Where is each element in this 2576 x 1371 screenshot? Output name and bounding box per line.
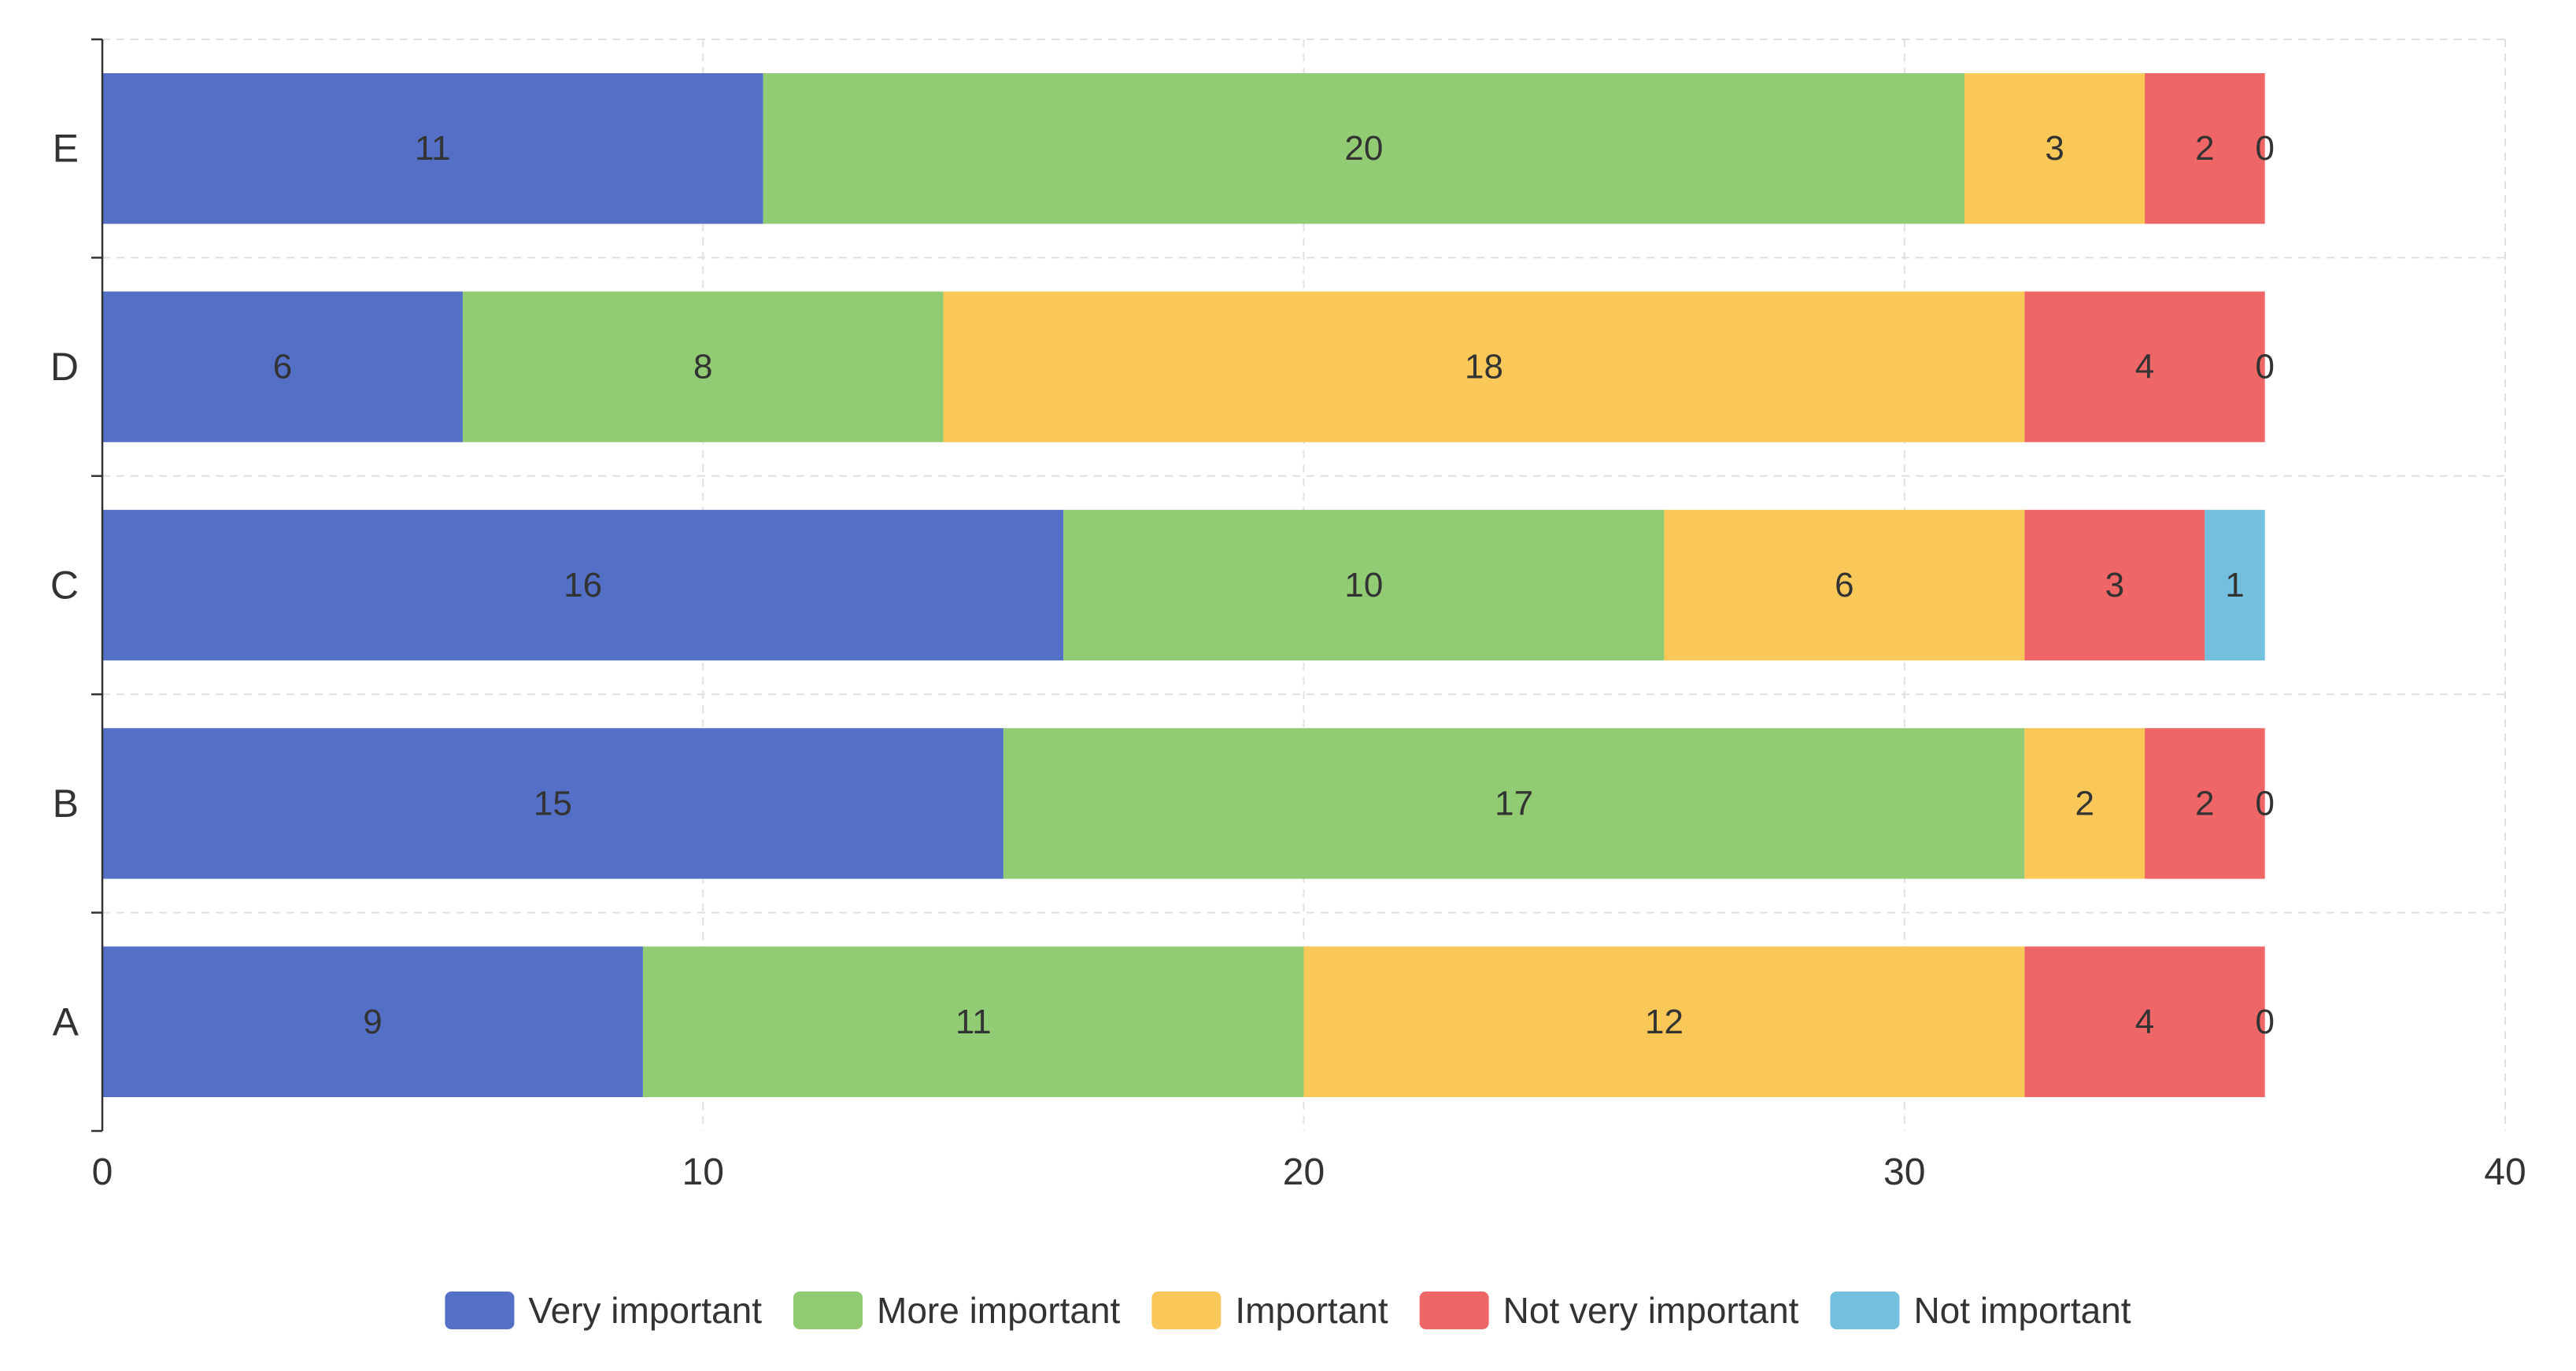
- y-tick-label: C: [50, 564, 79, 608]
- data-label: 6: [273, 348, 292, 386]
- legend-label: Important: [1235, 1290, 1388, 1331]
- data-label: 2: [2195, 129, 2214, 168]
- data-label: 2: [2075, 784, 2094, 822]
- data-labels: 9 11 12 4 015 17 2 2 016 10 6 3 16 8 18 4 011 20 3 2 0: [273, 129, 2275, 1041]
- bar-segment[interactable]: [102, 728, 1003, 879]
- bar-segment[interactable]: [2024, 946, 2265, 1098]
- y-tick-label: D: [50, 345, 79, 389]
- data-label: 10: [1344, 566, 1383, 604]
- data-label: 1: [2225, 566, 2244, 604]
- bar-segment[interactable]: [102, 509, 1064, 661]
- data-label: 2: [2195, 784, 2214, 822]
- bar-segment[interactable]: [2205, 509, 2265, 661]
- y-tick-label: B: [53, 782, 79, 826]
- legend-item[interactable]: Not very important: [1419, 1290, 1799, 1331]
- data-label: 9: [363, 1003, 382, 1041]
- data-label: 8: [693, 348, 712, 386]
- data-label: 0: [2255, 348, 2274, 386]
- bar-segment[interactable]: [642, 946, 1304, 1098]
- y-tick-label: E: [53, 127, 79, 171]
- bars: [102, 72, 2265, 1098]
- bar-segment[interactable]: [102, 291, 463, 442]
- bar-segment[interactable]: [462, 291, 944, 442]
- data-label: 15: [534, 784, 572, 822]
- legend-item[interactable]: Very important: [445, 1290, 762, 1331]
- bar-segment[interactable]: [102, 946, 643, 1098]
- data-label: 11: [415, 129, 451, 168]
- legend-swatch: [1830, 1292, 1900, 1329]
- data-label: 4: [2135, 1003, 2154, 1041]
- data-label: 16: [564, 566, 602, 604]
- legend-label: More important: [877, 1290, 1121, 1331]
- x-tick-label: 20: [1283, 1151, 1325, 1193]
- x-tick-label: 0: [92, 1151, 113, 1193]
- legend-swatch: [793, 1292, 863, 1329]
- data-label: 0: [2255, 784, 2274, 822]
- legend-swatch: [445, 1292, 515, 1329]
- bar-segment[interactable]: [1964, 72, 2145, 224]
- bar-segment[interactable]: [102, 72, 763, 224]
- bar-segment[interactable]: [943, 291, 2025, 442]
- data-label: 0: [2255, 129, 2274, 168]
- bar-segment[interactable]: [1003, 728, 2025, 879]
- data-label: 17: [1495, 784, 1533, 822]
- data-label: 4: [2135, 348, 2154, 386]
- legend-label: Not important: [1913, 1290, 2131, 1331]
- bar-segment[interactable]: [1664, 509, 2025, 661]
- bar-segment[interactable]: [763, 72, 1965, 224]
- y-tick-label: A: [53, 1000, 79, 1044]
- data-label: 6: [1835, 566, 1853, 604]
- data-label: 12: [1645, 1003, 1683, 1041]
- bar-segment[interactable]: [1303, 946, 2025, 1098]
- data-label: 11: [955, 1003, 992, 1041]
- legend-label: Not very important: [1503, 1290, 1799, 1331]
- bar-segment[interactable]: [1063, 509, 1665, 661]
- legend-label: Very important: [528, 1290, 762, 1331]
- x-tick-label: 10: [682, 1151, 724, 1193]
- x-tick-label: 40: [2484, 1151, 2526, 1193]
- data-label: 18: [1465, 348, 1503, 386]
- data-label: 0: [2255, 1003, 2274, 1041]
- data-label: 3: [2105, 566, 2124, 604]
- legend-swatch: [1151, 1292, 1221, 1329]
- bar-segment[interactable]: [2024, 509, 2205, 661]
- data-label: 20: [1344, 129, 1383, 168]
- legend-item[interactable]: Important: [1151, 1290, 1388, 1331]
- legend-item[interactable]: Not important: [1830, 1290, 2131, 1331]
- bar-segment[interactable]: [2145, 728, 2265, 879]
- data-label: 3: [2045, 129, 2064, 168]
- legend-swatch: [1419, 1292, 1489, 1329]
- legend-item[interactable]: More important: [793, 1290, 1121, 1331]
- bar-segment[interactable]: [2145, 72, 2265, 224]
- legend: Very important More important Important Not…: [445, 1290, 2131, 1331]
- bar-segment[interactable]: [2024, 291, 2265, 442]
- x-tick-label: 30: [1883, 1151, 1925, 1193]
- bar-segment[interactable]: [2024, 728, 2145, 879]
